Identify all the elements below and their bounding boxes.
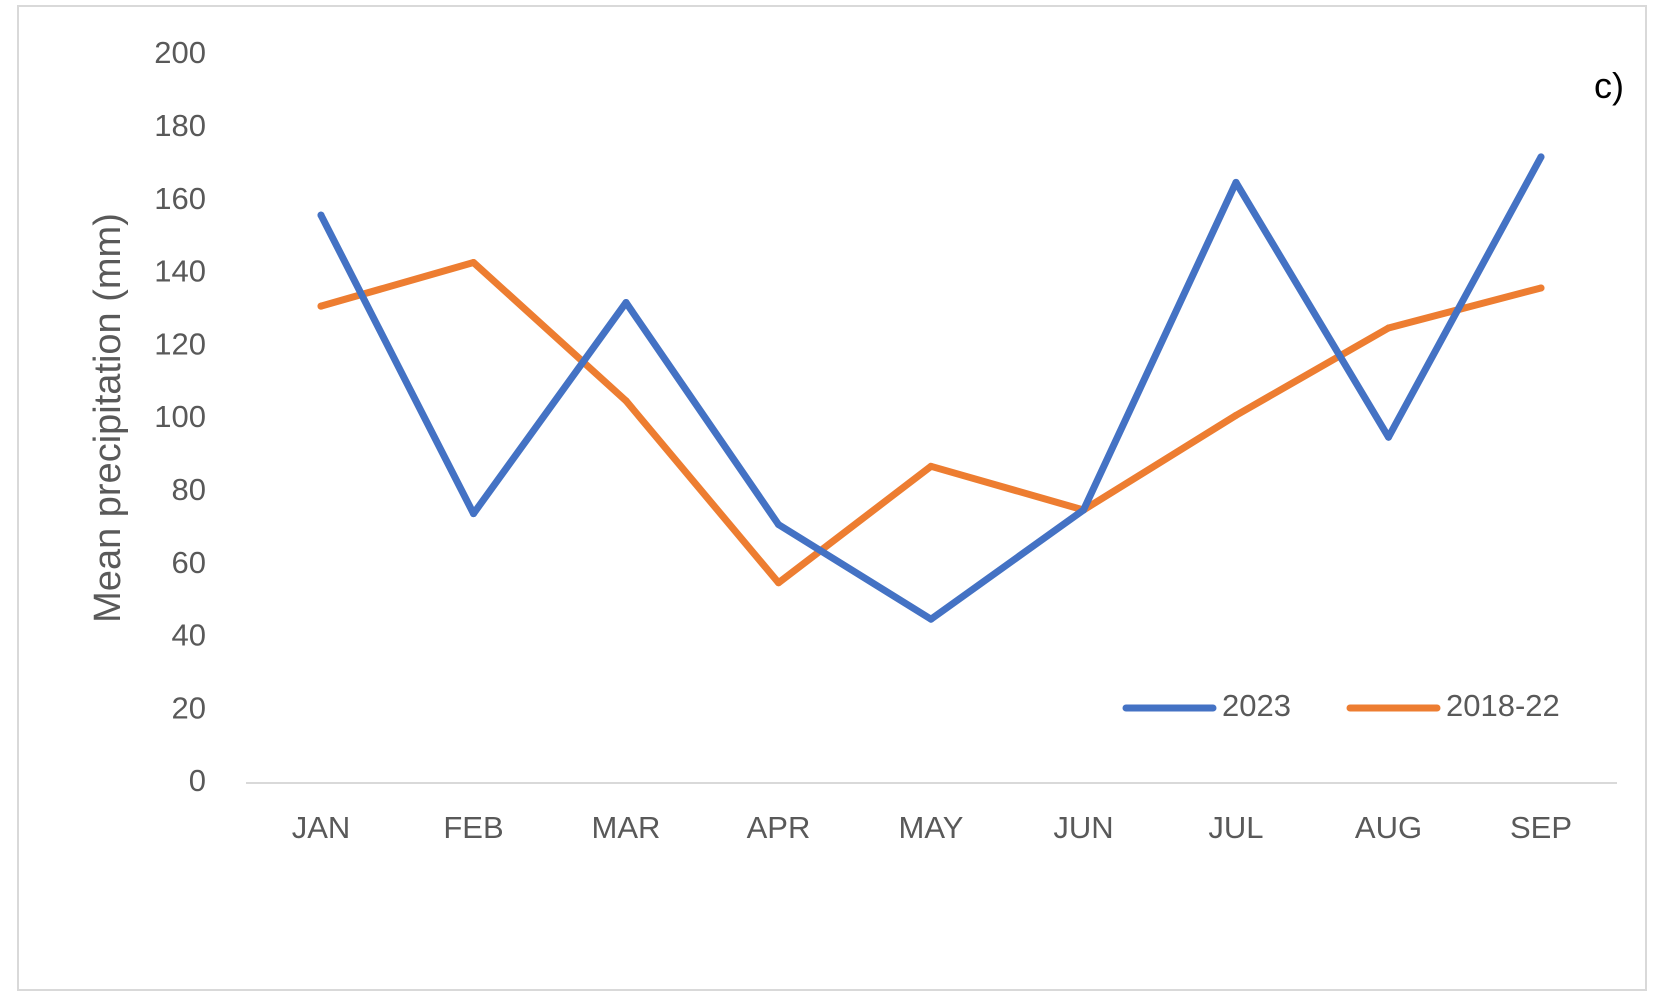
data-point: [622, 299, 630, 307]
data-point: [1232, 411, 1240, 419]
data-point: [622, 397, 630, 405]
data-point: [317, 302, 325, 310]
x-tick-label: JUN: [1053, 810, 1113, 845]
data-point: [1537, 153, 1545, 161]
x-tick-label: FEB: [443, 810, 503, 845]
y-tick-label: 0: [189, 763, 206, 798]
data-point: [927, 615, 935, 623]
data-point: [1232, 178, 1240, 186]
series-line: [317, 258, 1545, 587]
y-tick-label: 120: [154, 326, 206, 361]
data-point: [470, 258, 477, 266]
chart-frame: [17, 5, 1647, 991]
y-tick-label: 140: [154, 254, 206, 289]
x-axis-ticks: JAN FEB MAR APR MAY JUN JUL AUG SEP: [292, 810, 1572, 845]
data-point: [1385, 433, 1392, 441]
x-tick-label: AUG: [1355, 810, 1422, 845]
y-axis-title: Mean precipitation (mm): [87, 213, 129, 623]
x-tick-label: JAN: [292, 810, 351, 845]
series-line: [317, 153, 1545, 623]
y-tick-label: 180: [154, 108, 206, 143]
y-tick-label: 40: [172, 618, 206, 653]
data-point: [470, 510, 477, 518]
data-point: [927, 462, 935, 470]
series-2018-22: [317, 258, 1545, 587]
data-point: [775, 579, 782, 587]
series-lines: [317, 153, 1545, 623]
y-tick-label: 80: [172, 472, 206, 507]
legend-item: 2023: [1122, 688, 1291, 723]
legend-item: 2018-22: [1346, 688, 1560, 723]
x-tick-label: APR: [747, 810, 811, 845]
y-tick-label: 200: [154, 35, 206, 70]
y-tick-label: 100: [154, 399, 206, 434]
data-point: [1385, 324, 1392, 332]
series-2023: [317, 153, 1545, 623]
y-tick-label: 160: [154, 181, 206, 216]
x-tick-label: MAR: [592, 810, 661, 845]
y-axis-ticks: 0 20 40 60 80 100 120 140 160 180 200: [154, 35, 206, 798]
data-point: [775, 521, 782, 529]
legend-label: 2023: [1222, 688, 1291, 723]
data-point: [1537, 284, 1545, 292]
y-tick-label: 60: [172, 545, 206, 580]
data-point: [317, 211, 325, 219]
y-tick-label: 20: [172, 690, 206, 725]
legend: 2023 2018-22: [1122, 688, 1560, 723]
x-tick-label: MAY: [899, 810, 964, 845]
panel-label: c): [1594, 65, 1624, 106]
data-point: [1080, 506, 1087, 514]
x-tick-label: SEP: [1510, 810, 1572, 845]
x-tick-label: JUL: [1208, 810, 1263, 845]
legend-label: 2018-22: [1446, 688, 1560, 723]
